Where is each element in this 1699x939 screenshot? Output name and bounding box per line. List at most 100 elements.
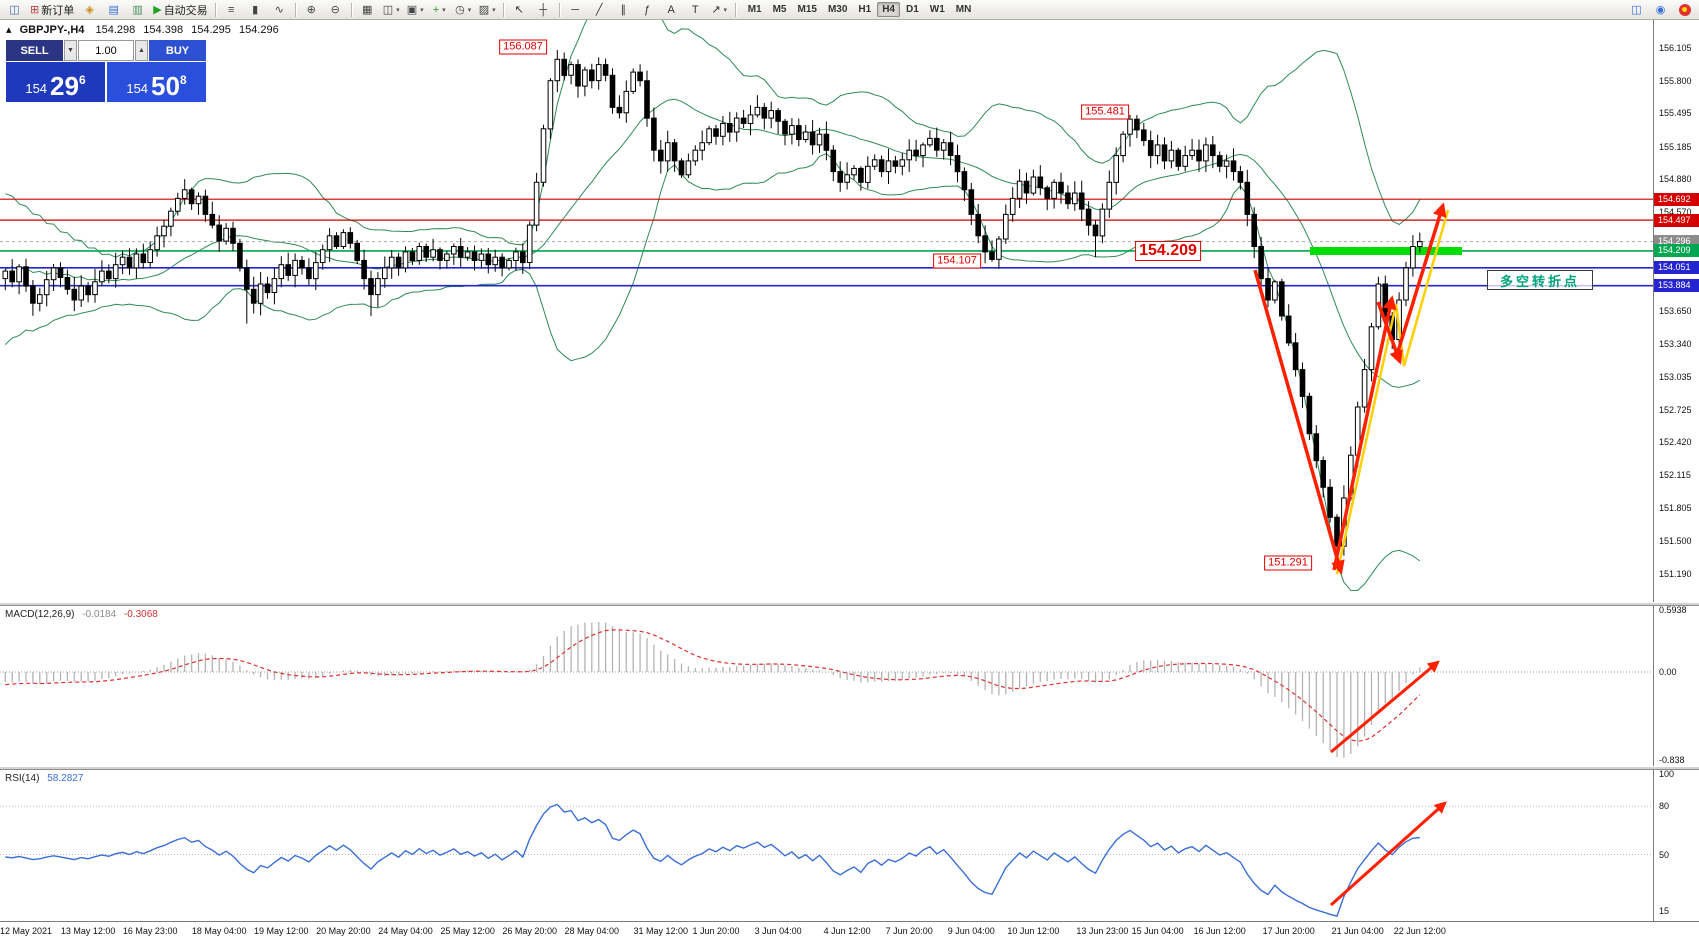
ohlc-close: 154.296 — [238, 24, 279, 36]
time-axis-label: 28 May 04:00 — [564, 926, 620, 936]
green-zone-rectangle[interactable] — [1310, 247, 1462, 255]
trend-arrows[interactable] — [1253, 202, 1450, 575]
timeframe-m30-button[interactable]: M30 — [827, 4, 848, 15]
price-axis-label: 151.805 — [1659, 503, 1692, 514]
timeframe-m15-button[interactable]: M15 — [797, 4, 817, 15]
timeframe-toolbar: M1 M5 M15 M30 H1 H4 D1 W1 MN — [743, 2, 977, 17]
ohlc-low: 154.295 — [191, 24, 231, 36]
cursor-button[interactable]: ↖ — [508, 1, 531, 19]
time-axis-label: 13 Jun 23:00 — [1076, 926, 1129, 936]
text-button[interactable]: A — [660, 1, 683, 19]
timeframe-h4-button[interactable]: H4 — [877, 2, 900, 17]
rsi-scale-label: 50 — [1659, 849, 1670, 860]
timeframe-m5-button[interactable]: M5 — [772, 4, 787, 15]
zoom-in-button[interactable]: ⊕ — [300, 1, 323, 19]
periods-button[interactable]: ◷ ▾ — [452, 1, 475, 19]
candlestick-chart-button[interactable]: ▮ — [244, 1, 267, 19]
data-window-icon: ▥ — [132, 3, 143, 16]
chart-shift-button[interactable]: ▣ ▾ — [404, 1, 427, 19]
channel-button[interactable]: ∥ — [612, 1, 635, 19]
dropdown-arrow-icon[interactable]: ▾ — [492, 6, 496, 14]
tile-windows-button[interactable]: ▦ — [356, 1, 379, 19]
dropdown-arrow-icon[interactable]: ▾ — [442, 6, 446, 14]
horizontal-line-button[interactable]: ─ — [564, 1, 587, 19]
line-chart-button[interactable]: ∿ — [268, 1, 291, 19]
autotrading-button[interactable]: ▶ 自动交易 — [150, 1, 210, 19]
buy-price-pips: 50 — [151, 71, 180, 101]
price-axis-label: 155.185 — [1659, 141, 1692, 152]
arrows-button[interactable]: ↗ ▾ — [708, 1, 731, 19]
volume-input[interactable]: 1.00 — [78, 40, 134, 61]
market-watch-icon: ▤ — [108, 3, 119, 16]
toolbar-separator — [214, 2, 216, 17]
dropdown-arrow-icon[interactable]: ▾ — [467, 6, 472, 14]
label-button[interactable]: T — [684, 1, 707, 19]
price-chart-window[interactable]: 156.087 155.481 154.107 154.209 151.291 多空转折点… — [0, 20, 1653, 602]
volume-increase-button[interactable]: ▲ — [135, 40, 148, 61]
metaeditor-button[interactable]: ◈ — [78, 1, 101, 19]
time-axis-label: 16 May 23:00 — [122, 926, 178, 936]
templates-icon: ▨ — [478, 3, 490, 16]
community-button[interactable] — [1673, 1, 1696, 19]
mql5-button[interactable]: ◉ — [1649, 1, 1672, 19]
volume-decrease-button[interactable]: ▼ — [64, 40, 77, 61]
mql5-icon: ◉ — [1655, 3, 1666, 16]
dropdown-arrow-icon[interactable]: ▾ — [420, 6, 424, 14]
new-order-button[interactable]: ⊞ 新订单 — [27, 1, 77, 19]
cursor-icon: ↖ — [514, 3, 524, 16]
market-watch-button[interactable]: ▤ — [102, 1, 125, 19]
timeframe-m1-button[interactable]: M1 — [747, 4, 762, 15]
time-axis-label: 22 Jun 12:00 — [1393, 926, 1446, 936]
data-window-button[interactable]: ▥ — [126, 1, 149, 19]
crosshair-button[interactable]: ┼ — [532, 1, 555, 19]
timeframe-w1-button[interactable]: W1 — [929, 4, 945, 15]
price-axis-label: 152.115 — [1659, 470, 1691, 480]
time-axis-label: 12 May 2021 — [0, 926, 53, 936]
new-chart-button[interactable]: ◫ — [3, 1, 26, 19]
toolbar-separator — [294, 2, 296, 17]
trendline-button[interactable]: ╱ — [588, 1, 611, 19]
dropdown-arrow-icon[interactable]: ▾ — [396, 6, 400, 14]
dropdown-arrow-icon[interactable]: ▾ — [723, 6, 728, 14]
macd-panel-canvas[interactable] — [0, 606, 1653, 766]
macd-red-arrow[interactable] — [1330, 660, 1440, 754]
rsi-red-arrow[interactable] — [1329, 801, 1447, 907]
timeframe-h1-button[interactable]: H1 — [858, 4, 872, 15]
indicators-button[interactable]: + ▾ — [428, 1, 451, 19]
rsi-panel-canvas[interactable] — [0, 770, 1653, 921]
bar-chart-icon: ≡ — [227, 3, 235, 16]
docking-button[interactable]: ◫ — [1625, 1, 1648, 19]
ohlc-open: 154.298 — [95, 24, 136, 36]
arrange-windows-button[interactable]: ◫ ▾ — [380, 1, 403, 19]
price-axis[interactable]: 156.105 155.800 155.495 155.185 154.880 154.5… — [1653, 20, 1699, 921]
symbol-ohlc-line: ▴ GBPJPY-,H4 154.298 154.398 154.295 154… — [6, 23, 284, 36]
yellow-zigzag-line — [1335, 209, 1450, 575]
price-axis-label: 151.190 — [1659, 568, 1692, 579]
buy-price-display[interactable]: 154 50 8 — [107, 62, 206, 102]
time-axis-label: 10 Jun 12:00 — [1007, 926, 1060, 936]
panel-separator-rsi[interactable] — [0, 766, 1699, 770]
sell-price-main: 154 — [25, 81, 48, 96]
price-chart-canvas[interactable] — [0, 20, 1653, 602]
buy-price-point: 8 — [179, 73, 187, 87]
panel-separator-macd[interactable] — [0, 602, 1699, 606]
templates-button[interactable]: ▨ ▾ — [476, 1, 499, 19]
fibonacci-button[interactable]: ƒ — [636, 1, 659, 19]
sell-price-point: 6 — [78, 73, 86, 87]
timeframe-d1-button[interactable]: D1 — [906, 4, 919, 15]
symbol-name: GBPJPY-,H4 — [19, 24, 85, 36]
price-tag: 154.209 — [1654, 244, 1699, 258]
text-icon: A — [667, 3, 675, 16]
time-axis[interactable]: 12 May 2021 13 May 12:00 16 May 23:00 18 Ma… — [0, 921, 1699, 939]
sell-price-display[interactable]: 154 29 6 — [6, 62, 105, 102]
timeframe-mn-button[interactable]: MN — [955, 4, 972, 15]
buy-button[interactable]: BUY — [149, 40, 206, 61]
bar-chart-button[interactable]: ≡ — [220, 1, 243, 19]
zoom-out-button[interactable]: ⊖ — [324, 1, 347, 19]
macd-histogram — [4, 621, 1421, 758]
rsi-name: RSI(14) — [5, 773, 40, 784]
toolbar-left-group: ◫ ⊞ 新订单 ◈ ▤ ▥ ▶ 自动交易 ≡ ▮ ∿ ⊕ ⊖ ▦ ◫ ▾ ▣ ▾ + ▾ ◷ ▾ ▨ ▾ ↖ ┼ ─ ╱ ∥ ƒ A T ↗ ▾ — [3, 1, 739, 19]
chart-symbol-icon: ▴ — [6, 24, 12, 36]
sell-button[interactable]: SELL — [6, 40, 63, 61]
rsi-scale-label: 100 — [1659, 769, 1675, 779]
